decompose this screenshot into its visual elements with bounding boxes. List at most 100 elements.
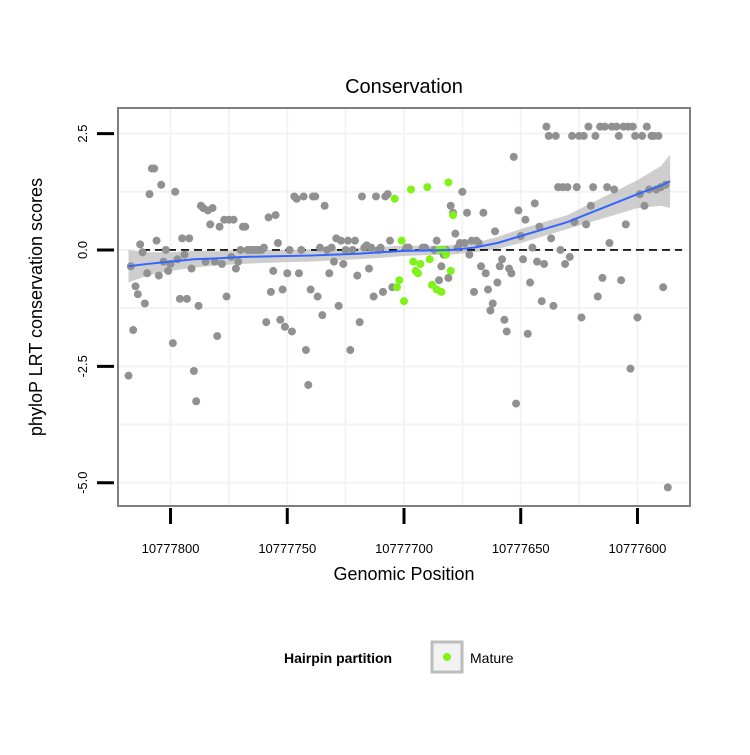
data-point-other [269, 266, 278, 275]
data-point-other [210, 257, 219, 266]
data-point-other [348, 245, 357, 254]
data-point-other [140, 299, 149, 308]
y-tick-label: 2.5 [75, 125, 90, 143]
data-point-other [266, 287, 275, 296]
data-point-other [640, 201, 649, 210]
y-axis: 2.5 0.0 -2.5 -5.0 [75, 125, 114, 494]
x-tick-label: 10777800 [142, 541, 200, 556]
data-point-other [297, 245, 306, 254]
x-tick-label: 10777750 [258, 541, 316, 556]
data-point-other [561, 259, 570, 268]
data-point-other [318, 311, 327, 320]
data-point-other [577, 313, 586, 322]
data-point-other [367, 243, 376, 252]
y-tick-label: 0.0 [75, 241, 90, 259]
data-point-other [178, 234, 187, 243]
data-point-other [586, 201, 595, 210]
data-point-other [556, 245, 565, 254]
data-point-other [603, 183, 612, 192]
data-point-other [446, 201, 455, 210]
data-point-other [563, 183, 572, 192]
data-point-other [236, 245, 245, 254]
data-point-other [371, 192, 380, 201]
x-axis-label: Genomic Position [333, 564, 474, 584]
data-point-other [498, 255, 507, 264]
data-point-other [612, 122, 621, 131]
data-point-other [292, 194, 301, 203]
data-point-mature [437, 287, 446, 296]
data-point-other [591, 131, 600, 140]
data-point-other [129, 326, 138, 335]
legend-label-mature: Mature [470, 650, 514, 666]
data-point-mature [446, 266, 455, 275]
data-point-other [136, 240, 145, 249]
data-point-other [175, 294, 184, 303]
data-point-other [182, 294, 191, 303]
y-tick-label: -2.5 [75, 355, 90, 377]
data-point-other [306, 285, 315, 294]
data-point-other [544, 131, 553, 140]
legend: Hairpin partition Mature [284, 640, 514, 674]
data-point-other [152, 236, 161, 245]
data-point-other [551, 131, 560, 140]
data-point-other [355, 318, 364, 327]
data-point-other [628, 122, 637, 131]
data-point-other [435, 276, 444, 285]
data-point-other [385, 236, 394, 245]
data-point-other [192, 397, 201, 406]
data-point-other [343, 236, 352, 245]
data-point-other [138, 248, 147, 257]
data-point-other [276, 315, 285, 324]
data-point-other [444, 273, 453, 282]
data-point-other [633, 313, 642, 322]
data-point-mature [409, 257, 418, 266]
data-point-mature [397, 236, 406, 245]
data-point-mature [444, 178, 453, 187]
data-point-other [180, 250, 189, 259]
data-point-mature [395, 276, 404, 285]
data-point-other [432, 236, 441, 245]
data-point-other [378, 287, 387, 296]
data-point-other [280, 322, 289, 331]
data-point-other [206, 220, 215, 229]
data-point-other [189, 367, 198, 376]
data-point-mature [442, 250, 451, 259]
data-point-other [509, 152, 518, 161]
data-point-other [481, 269, 490, 278]
data-point-other [229, 215, 238, 224]
data-point-other [493, 278, 502, 287]
x-tick-label: 10777650 [492, 541, 550, 556]
data-point-other [264, 213, 273, 222]
data-point-other [572, 183, 581, 192]
data-point-other [495, 262, 504, 271]
data-point-other [273, 238, 282, 247]
data-point-other [617, 276, 626, 285]
data-point-other [353, 271, 362, 280]
data-point-other [357, 192, 366, 201]
data-point-other [507, 269, 516, 278]
data-point-other [460, 238, 469, 247]
data-point-other [514, 206, 523, 215]
data-point-other [451, 229, 460, 238]
data-point-other [222, 292, 231, 301]
data-point-other [194, 301, 203, 310]
data-point-mature [449, 211, 458, 220]
data-point-other [659, 283, 668, 292]
data-point-other [521, 215, 530, 224]
data-point-other [535, 222, 544, 231]
data-point-other [547, 234, 556, 243]
x-tick-label: 10777600 [609, 541, 667, 556]
data-point-other [626, 364, 635, 373]
data-point-other [642, 122, 651, 131]
data-point-other [484, 285, 493, 294]
data-point-other [157, 180, 166, 189]
data-point-other [346, 346, 355, 355]
data-point-other [336, 236, 345, 245]
data-point-other [208, 204, 217, 213]
data-point-other [341, 245, 350, 254]
data-point-other [486, 306, 495, 315]
y-axis-label: phyloP LRT conservation scores [26, 178, 46, 436]
data-point-other [383, 190, 392, 199]
data-point-other [621, 220, 630, 229]
data-point-other [663, 483, 672, 492]
